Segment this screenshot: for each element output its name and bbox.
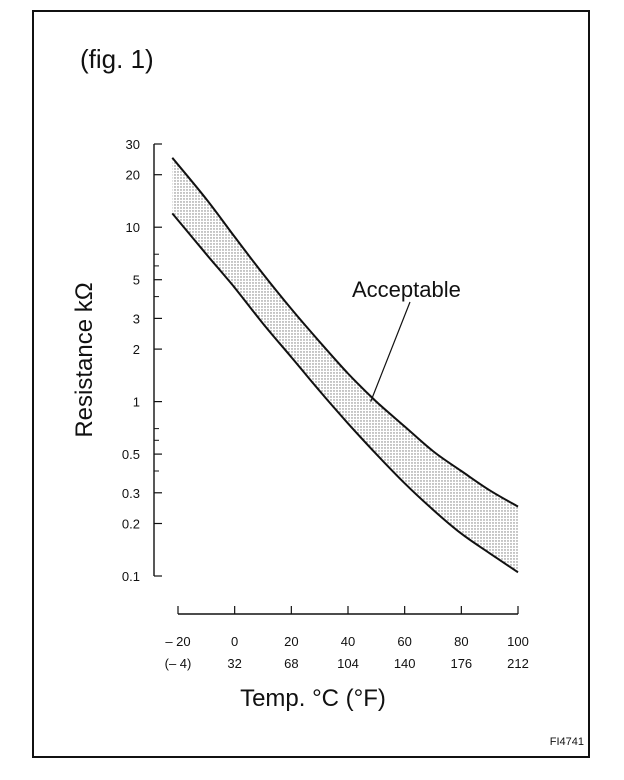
lower-limit-curve — [171, 212, 519, 574]
x-tick-label-celsius: 60 — [397, 634, 411, 649]
y-tick-label: 0.3 — [122, 486, 140, 501]
y-tick-label: 0.2 — [122, 517, 140, 532]
x-tick-label-celsius: 0 — [231, 634, 238, 649]
y-tick-label: 0.1 — [122, 569, 140, 584]
y-tick-label: 0.5 — [122, 447, 140, 462]
x-axis-title: Temp. °C (°F) — [240, 685, 386, 712]
y-tick-label: 20 — [126, 168, 140, 183]
x-tick-label-celsius: – 20 — [165, 634, 190, 649]
x-tick-label-fahrenheit: 176 — [450, 656, 472, 671]
y-axis-title: Resistance kΩ — [71, 282, 98, 437]
x-tick-label-celsius: 80 — [454, 634, 468, 649]
x-tick-label-fahrenheit: 68 — [284, 656, 298, 671]
x-tick-label-celsius: 20 — [284, 634, 298, 649]
x-tick-label-fahrenheit: 140 — [394, 656, 416, 671]
figure-frame — [32, 10, 590, 758]
x-tick-label-fahrenheit: 32 — [227, 656, 241, 671]
y-tick-label: 30 — [126, 137, 140, 152]
upper-limit-curve — [171, 157, 519, 508]
figure-code: FI4741 — [549, 736, 584, 748]
x-tick-label-fahrenheit: 104 — [337, 656, 359, 671]
x-tick-label-celsius: 100 — [507, 634, 529, 649]
y-tick-label: 5 — [133, 273, 140, 288]
x-tick-label-fahrenheit: 212 — [507, 656, 529, 671]
x-tick-label-fahrenheit: (– 4) — [165, 656, 192, 671]
acceptable-band-fill — [172, 157, 519, 573]
x-tick-label-celsius: 40 — [341, 634, 355, 649]
y-tick-label: 10 — [126, 220, 140, 235]
y-tick-label: 2 — [133, 342, 140, 357]
annotation-leader-line — [370, 301, 411, 402]
y-tick-label: 1 — [133, 395, 140, 410]
figure-label: (fig. 1) — [80, 44, 154, 74]
y-tick-label: 3 — [133, 311, 140, 326]
acceptable-annotation: Acceptable — [352, 277, 461, 302]
